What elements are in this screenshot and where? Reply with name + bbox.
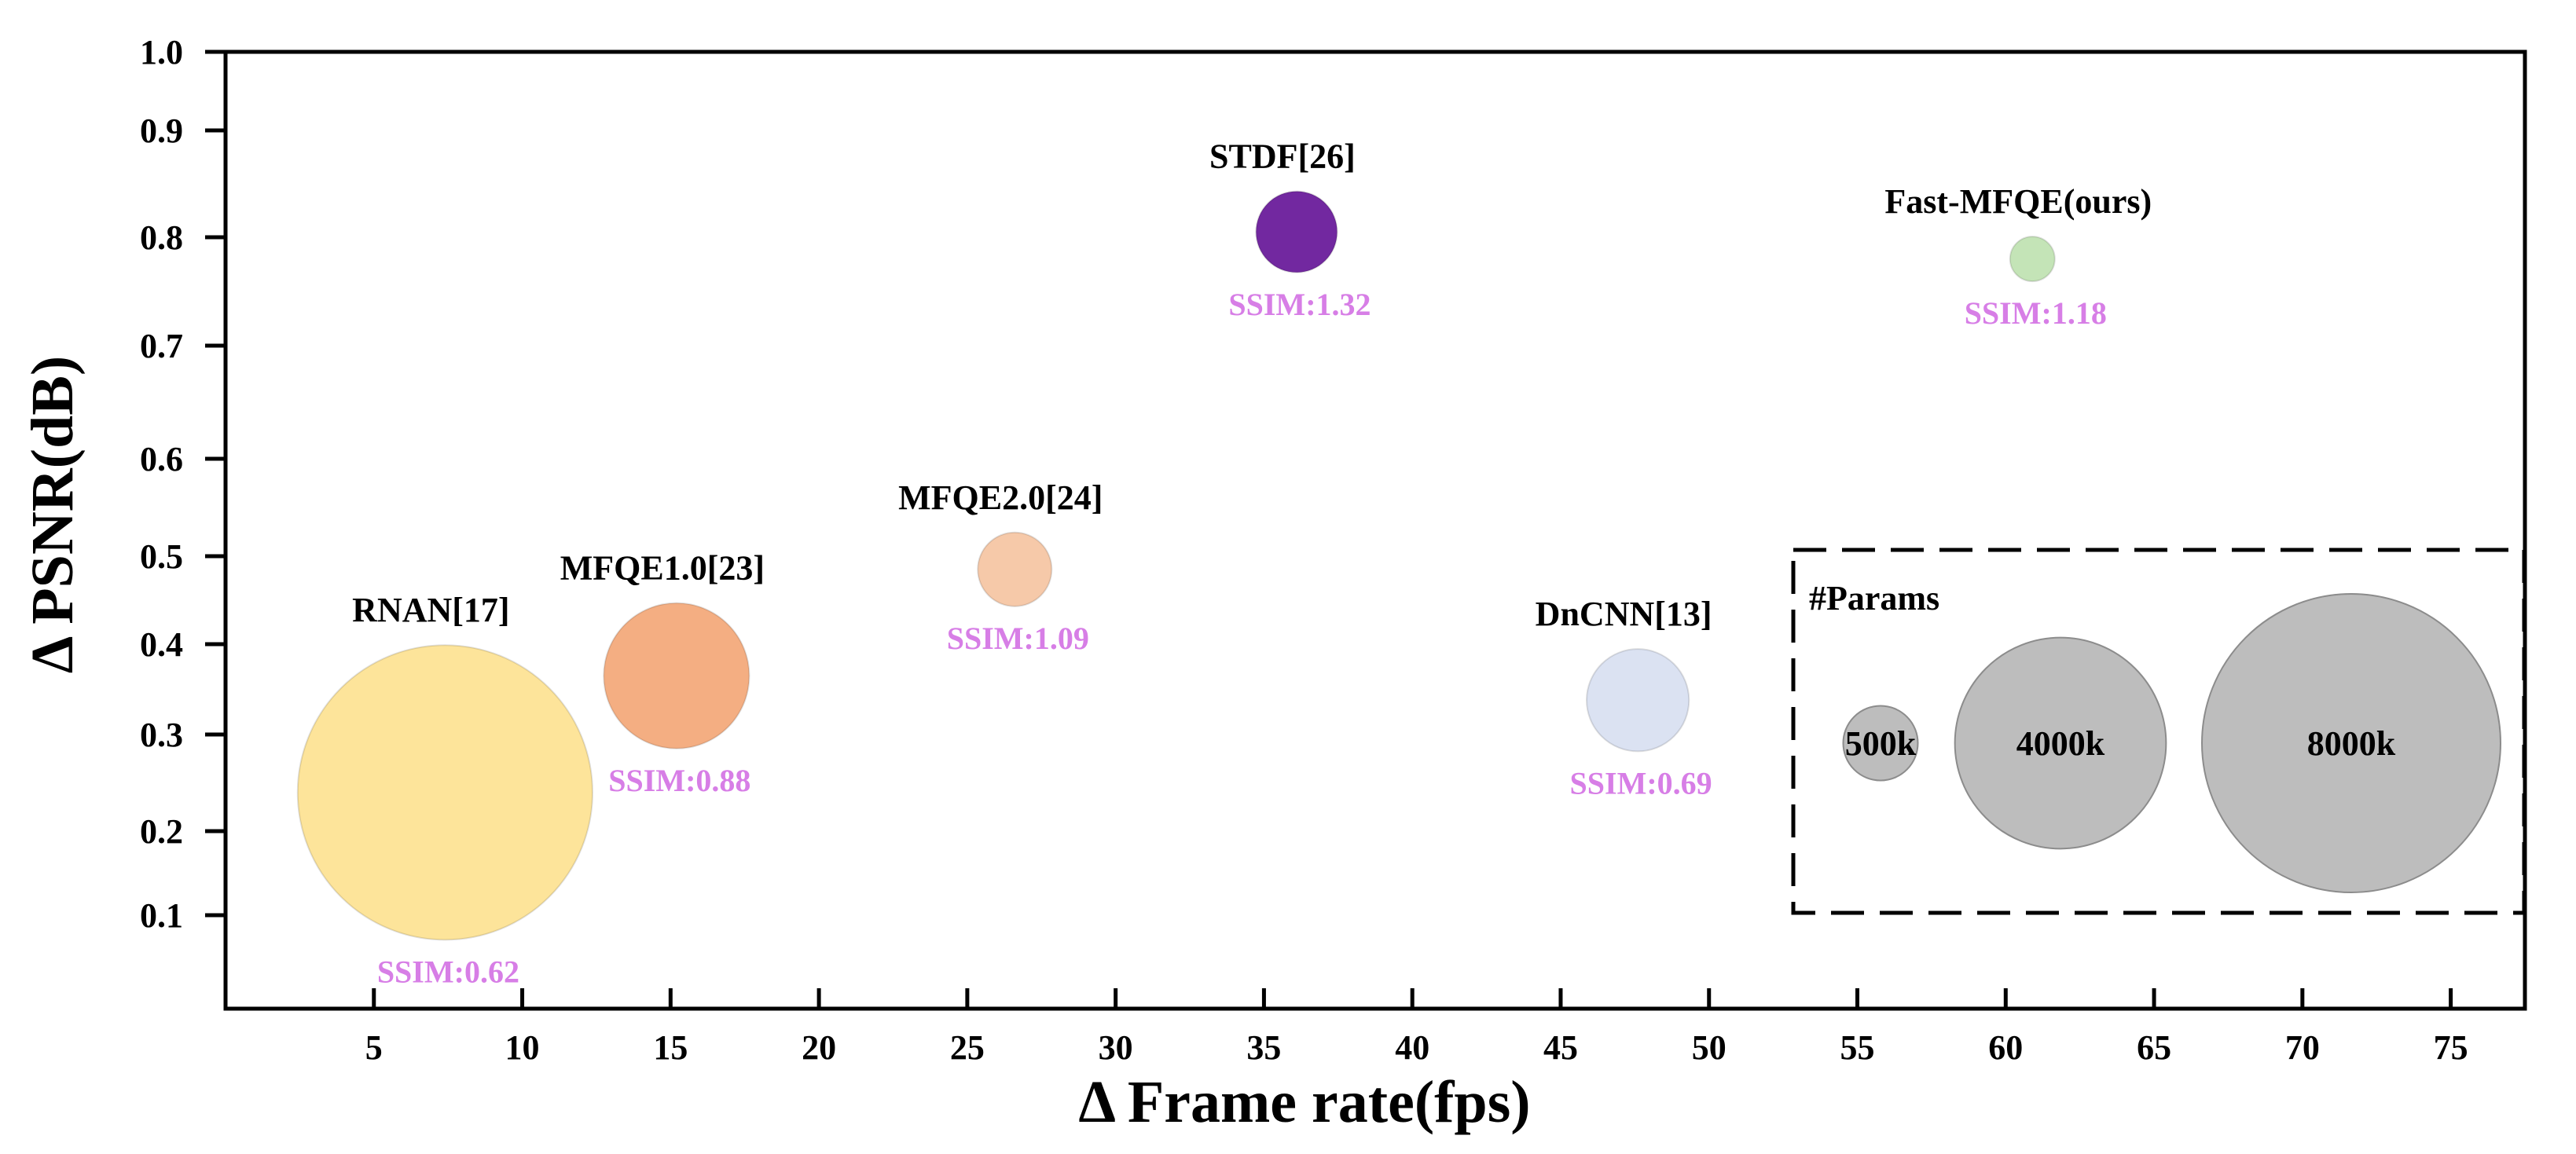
legend-size-bubble: [2201, 593, 2501, 893]
x-tick-label: 35: [1246, 1028, 1281, 1067]
params-legend-box: [1791, 548, 2526, 915]
legend-size-label: 8000k: [2307, 724, 2396, 763]
x-axis-title: Δ Frame rate(fps): [1078, 1069, 1530, 1135]
x-tick-label: 20: [802, 1028, 836, 1067]
bubble: [1586, 648, 1690, 753]
y-axis-title: Δ PSNR(dB): [20, 356, 86, 674]
y-tick-label: 1.0: [140, 33, 183, 71]
legend-size-bubble: [1842, 705, 1919, 782]
y-tick-label: 0.3: [140, 716, 183, 754]
bubble-method-label: MFQE2.0[24]: [898, 478, 1103, 517]
legend-size-bubble: [1954, 636, 2167, 850]
y-tick-label: 0.7: [140, 327, 183, 365]
y-tick-label: 0.2: [140, 812, 183, 851]
x-tick-label: 55: [1840, 1028, 1875, 1067]
bubble: [1255, 190, 1338, 273]
y-tick-label: 0.9: [140, 112, 183, 150]
bubble: [977, 531, 1053, 607]
bubble: [603, 602, 750, 749]
x-tick-label: 60: [1988, 1028, 2023, 1067]
bubble-ssim-label: SSIM:1.18: [1965, 295, 2107, 331]
y-tick-label: 0.1: [140, 896, 183, 935]
x-tick-label: 50: [1692, 1028, 1727, 1067]
x-tick-label: 30: [1099, 1028, 1133, 1067]
x-tick-label: 40: [1395, 1028, 1429, 1067]
y-tick-label: 0.8: [140, 218, 183, 257]
x-tick-label: 10: [505, 1028, 540, 1067]
x-tick-label: 70: [2285, 1028, 2320, 1067]
legend-size-label: 4000k: [2016, 724, 2105, 763]
bubble-ssim-label: SSIM:1.09: [947, 621, 1089, 656]
bubble-method-label: Fast-MFQE(ours): [1884, 182, 2152, 221]
bubble-method-label: RNAN[17]: [352, 591, 509, 629]
y-tick-label: 0.4: [140, 625, 183, 664]
x-tick-label: 75: [2434, 1028, 2468, 1067]
bubble-method-label: DnCNN[13]: [1536, 595, 1712, 633]
bubble-ssim-label: SSIM:1.32: [1228, 287, 1371, 322]
x-tick-label: 15: [653, 1028, 688, 1067]
y-tick-label: 0.5: [140, 537, 183, 576]
params-legend-title: #Params: [1809, 579, 1939, 617]
x-tick-label: 45: [1543, 1028, 1578, 1067]
y-tick-label: 0.6: [140, 440, 183, 478]
x-tick-label: 25: [950, 1028, 985, 1067]
x-tick-label: 65: [2137, 1028, 2171, 1067]
bubble-method-label: MFQE1.0[23]: [560, 549, 765, 588]
legend-size-label: 500k: [1845, 724, 1917, 763]
bubble-method-label: STDF[26]: [1209, 137, 1356, 176]
x-tick-label: 5: [365, 1028, 383, 1067]
bubble: [2009, 236, 2056, 283]
bubble: [296, 644, 593, 941]
bubble-ssim-label: SSIM:0.62: [377, 954, 519, 989]
bubble-ssim-label: SSIM:0.69: [1570, 765, 1712, 800]
plot-frame: [223, 49, 2527, 1011]
bubble-ssim-label: SSIM:0.88: [608, 763, 750, 798]
